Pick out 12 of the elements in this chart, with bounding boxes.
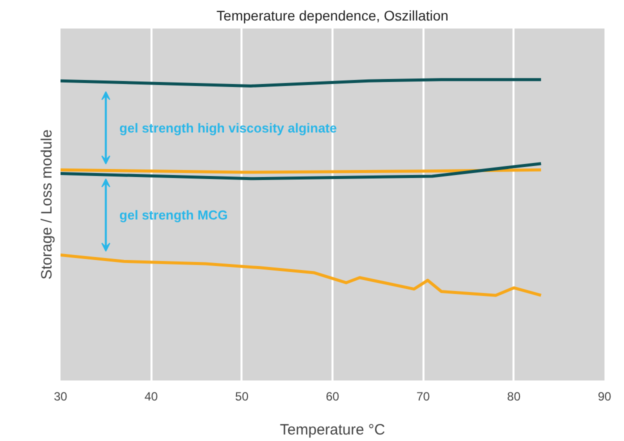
x-tick-label: 40: [144, 390, 158, 404]
x-tick-label: 80: [507, 390, 521, 404]
x-tick-label: 50: [235, 390, 249, 404]
x-tick-label: 60: [326, 390, 340, 404]
chart-title: Temperature dependence, Oszillation: [216, 8, 448, 24]
x-tick-label: 70: [416, 390, 430, 404]
x-tick-label: 30: [54, 390, 68, 404]
y-axis-title: Storage / Loss module: [38, 129, 56, 280]
annotation: gel strength high viscosity alginate: [119, 120, 337, 136]
x-axis-title: Temperature °C: [280, 422, 386, 438]
x-tick-label: 90: [598, 390, 612, 404]
annotation: gel strength MCG: [119, 208, 228, 223]
